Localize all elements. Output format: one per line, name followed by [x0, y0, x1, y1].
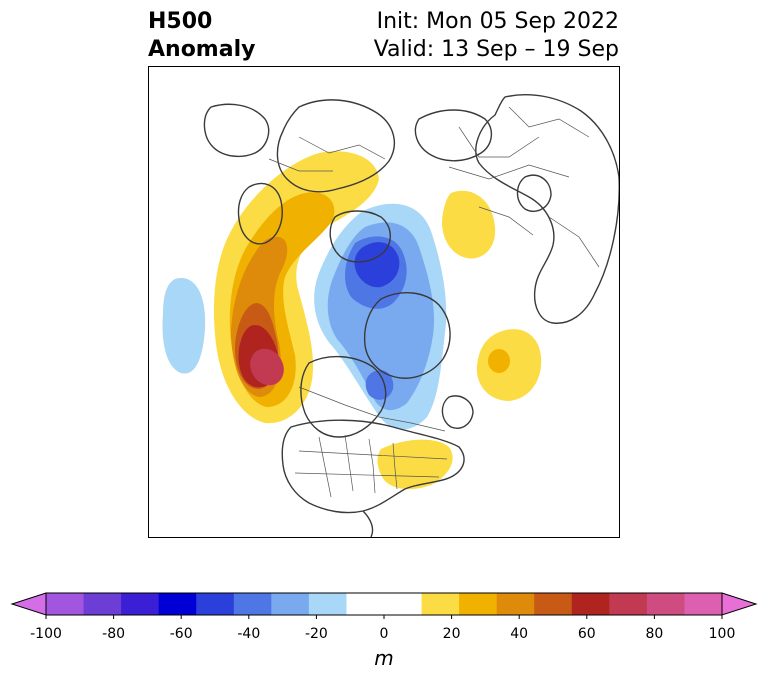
colorbar-tick-label: 0 — [379, 626, 389, 642]
anomaly-map — [148, 66, 620, 538]
colorbar-cell — [534, 593, 573, 615]
negative-anomaly-central — [314, 203, 447, 430]
colorbar-unit-label: m — [374, 646, 394, 670]
colorbar-cell — [684, 593, 723, 615]
valid-date: Valid: 13 Sep – 19 Sep — [373, 37, 619, 62]
colorbar-cell — [384, 593, 423, 615]
colorbar-cell — [646, 593, 685, 615]
title-line-2: Anomaly — [148, 37, 256, 62]
colorbar-tick-label: 40 — [510, 626, 529, 642]
positive-anomaly-eastern-us — [377, 439, 453, 490]
colorbar-cell — [346, 593, 385, 615]
colorbar-tick-label: 100 — [708, 626, 736, 642]
colorbar-cells — [46, 593, 723, 615]
colorbar-tick-label: -20 — [304, 626, 328, 642]
positive-anomaly-east — [476, 329, 542, 401]
colorbar-cell — [83, 593, 122, 615]
colorbar-cell — [496, 593, 535, 615]
colorbar — [10, 592, 758, 619]
coastlines — [203, 94, 619, 537]
colorbar-ticks — [45, 615, 723, 619]
colorbar-tick-label: -80 — [102, 626, 126, 642]
date-info: Init: Mon 05 Sep 2022 Valid: 13 Sep – 19… — [374, 8, 619, 64]
colorbar-cell — [233, 593, 272, 615]
positive-anomaly-west — [213, 151, 379, 424]
chart-title: H500 Anomaly — [148, 8, 255, 64]
colorbar-tick-label: -60 — [169, 626, 193, 642]
init-date: Init: Mon 05 Sep 2022 — [376, 9, 619, 34]
colorbar-cell — [571, 593, 610, 615]
colorbar-cell — [46, 593, 85, 615]
map-svg — [162, 94, 619, 537]
colorbar-tick-label: 20 — [442, 626, 461, 642]
colorbar-cell — [271, 593, 310, 615]
colorbar-cell — [158, 593, 197, 615]
colorbar-tick-label: -40 — [237, 626, 261, 642]
colorbar-cell — [196, 593, 235, 615]
colorbar-cell — [459, 593, 498, 615]
negative-anomaly-west — [162, 278, 206, 374]
colorbar-cell — [308, 593, 347, 615]
colorbar-cell — [609, 593, 648, 615]
borders — [268, 106, 600, 498]
colorbar-tick-label: 60 — [577, 626, 596, 642]
colorbar-extend-high — [721, 592, 758, 616]
colorbar-cell — [121, 593, 160, 615]
positive-anomaly-north — [441, 190, 496, 259]
colorbar-tick-label: -100 — [30, 626, 62, 642]
colorbar-tick-label: 80 — [645, 626, 664, 642]
colorbar-extend-low — [10, 592, 47, 616]
colorbar-cell — [421, 593, 460, 615]
title-line-1: H500 — [148, 9, 213, 34]
